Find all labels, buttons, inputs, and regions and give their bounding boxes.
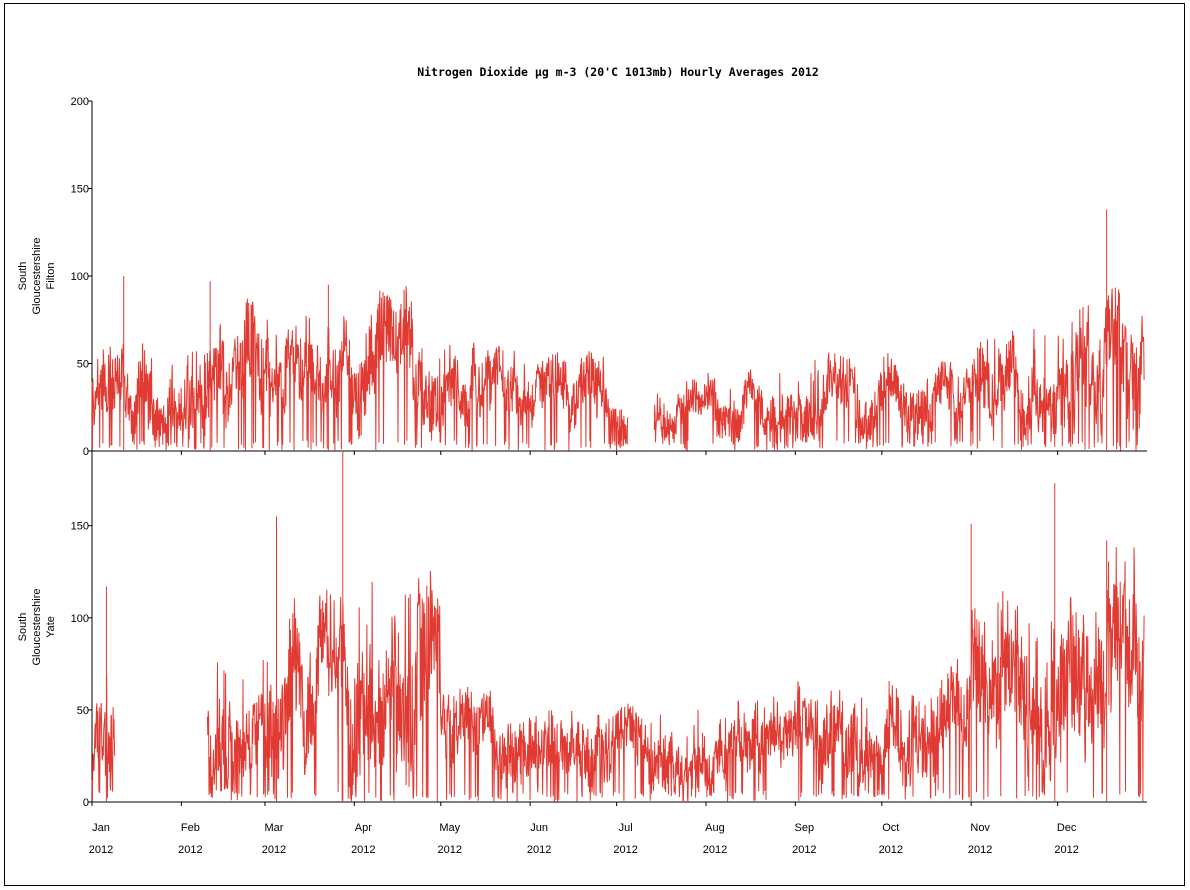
ylabel-line-2: Gloucestershire — [31, 588, 43, 665]
x-tick-month-label: Jan — [92, 822, 110, 834]
ylabel-line-1: South — [17, 613, 29, 642]
x-tick-month-label: Sep — [795, 822, 815, 834]
y-tick-label: 100 — [71, 613, 89, 625]
x-tick-year-label: 2012 — [262, 844, 286, 856]
x-tick-year-label: 2012 — [792, 844, 816, 856]
x-tick-month-label: Jun — [530, 822, 548, 834]
x-tick-month-label: Mar — [264, 822, 283, 834]
y-tick-label: 50 — [77, 359, 89, 371]
y-tick-label: 100 — [71, 271, 89, 283]
series-line-yate — [91, 547, 1145, 803]
x-tick-month-label: Apr — [355, 822, 372, 834]
panel-filton: 0 50 100 150 200 South Gloucestershire Filto… — [17, 96, 1147, 458]
panel-yate: 0 50 100 150 South Gloucestershire Yate — [17, 451, 1147, 809]
ylabel-line-3: Filton — [45, 263, 57, 290]
x-tick-year-label: 2012 — [879, 844, 903, 856]
x-tick-year-label: 2012 — [178, 844, 202, 856]
x-tick-month-label: Nov — [970, 822, 990, 834]
y-tick-label: 0 — [83, 797, 89, 809]
x-tick-month-label: May — [439, 822, 460, 834]
x-tick-year-label: 2012 — [1054, 844, 1078, 856]
ylabel-line-2: Gloucestershire — [31, 237, 43, 314]
ylabel-line-3: Yate — [45, 616, 57, 638]
x-tick-year-label: 2012 — [703, 844, 727, 856]
x-tick-month-label: Feb — [181, 822, 200, 834]
x-tick-year-label: 2012 — [613, 844, 637, 856]
x-tick-month-label: Dec — [1057, 822, 1077, 834]
x-tick-year-label: 2012 — [968, 844, 992, 856]
y-tick-label: 50 — [77, 705, 89, 717]
chart-title: Nitrogen Dioxide µg m-3 (20'C 1013mb) Ho… — [417, 65, 819, 79]
series-line-filton — [91, 286, 1145, 451]
y-tick-label: 200 — [71, 96, 89, 108]
y-tick-label: 150 — [71, 184, 89, 196]
x-tick-year-label: 2012 — [351, 844, 375, 856]
x-tick-year-label: 2012 — [89, 844, 113, 856]
x-tick-month-label: Jul — [619, 822, 633, 834]
x-tick-year-label: 2012 — [438, 844, 462, 856]
y-tick-label: 150 — [71, 521, 89, 533]
y-tick-label: 0 — [83, 446, 89, 458]
x-tick-month-label: Oct — [882, 822, 899, 834]
ylabel-line-1: South — [17, 262, 29, 291]
x-tick-year-label: 2012 — [527, 844, 551, 856]
x-tick-month-label: Aug — [705, 822, 725, 834]
